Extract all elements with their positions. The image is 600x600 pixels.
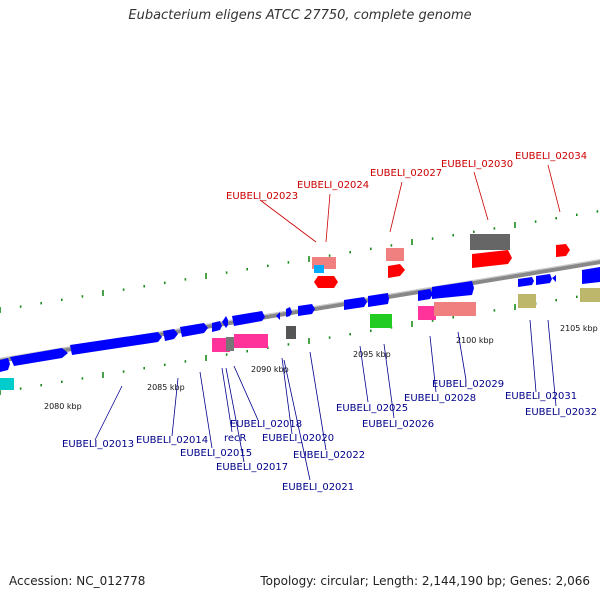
- gene-arrow: [70, 332, 162, 355]
- gene-label: EUBELI_02028: [404, 393, 476, 404]
- gene-label: EUBELI_02027: [370, 168, 442, 179]
- feature-salmon: [434, 302, 476, 316]
- gene-label: EUBELI_02013: [62, 439, 134, 450]
- gene-arrow: [212, 321, 222, 332]
- feature-khaki: [580, 288, 600, 302]
- feature-cyan: [314, 265, 324, 273]
- kbp-label: 2080 kbp: [44, 402, 82, 411]
- gene-label: EUBELI_02032: [525, 407, 597, 418]
- gene-label: EUBELI_02025: [336, 403, 408, 414]
- feature-grey: [226, 337, 234, 351]
- gene-arrow: [536, 274, 552, 285]
- upper-tick-row: [0, 210, 599, 313]
- gene-label: EUBELI_02029: [432, 379, 504, 390]
- gene-label: recR: [224, 433, 247, 444]
- gene-label: EUBELI_02015: [180, 448, 252, 459]
- kbp-label: 2095 kbp: [353, 350, 391, 359]
- gene-arrow: [314, 276, 326, 288]
- feature-magenta: [234, 334, 268, 348]
- forward-gene-labels: EUBELI_02013 EUBELI_02014 EUBELI_02015 E…: [62, 379, 597, 493]
- topology-text: Topology: circular; Length: 2,144,190 bp…: [260, 574, 590, 588]
- gene-arrow: [472, 250, 512, 268]
- feature-cyan: [0, 378, 14, 390]
- feature-green: [370, 314, 392, 328]
- gene-label: EUBELI_02024: [297, 180, 369, 191]
- gene-label: EUBELI_02023: [226, 191, 298, 202]
- reverse-genes: [312, 234, 570, 288]
- kbp-label: 2100 kbp: [456, 336, 494, 345]
- gene-label: EUBELI_02014: [136, 435, 208, 446]
- kbp-label: 2085 kbp: [147, 383, 185, 392]
- gene-label: EUBELI_02034: [515, 151, 587, 162]
- feature-grey: [470, 234, 510, 250]
- gene-arrow: [326, 276, 338, 288]
- gene-label: EUBELI_02022: [293, 450, 365, 461]
- gene-arrow: [582, 267, 600, 284]
- gene-arrow: [518, 277, 534, 287]
- reverse-leader-lines: [259, 164, 561, 243]
- gene-label: EUBELI_02031: [505, 391, 577, 402]
- gene-arrow: [556, 244, 570, 257]
- gene-label: EUBELI_02026: [362, 419, 434, 430]
- feature-magenta: [212, 338, 230, 352]
- kbp-labels: 2080 kbp 2085 kbp 2090 kbp 2095 kbp 2100…: [44, 324, 598, 411]
- feature-magenta: [418, 306, 436, 320]
- gene-arrow: [163, 329, 178, 341]
- gene-label: EUBELI_02018: [230, 419, 302, 430]
- forward-leader-lines: [94, 319, 557, 481]
- gene-arrow: [388, 264, 405, 278]
- kbp-label: 2105 kbp: [560, 324, 598, 333]
- gene-arrow: [298, 304, 315, 316]
- gene-arrow: [552, 275, 556, 282]
- kbp-label: 2090 kbp: [251, 365, 289, 374]
- gene-arrow: [0, 358, 10, 372]
- forward-genes: [0, 267, 600, 390]
- gene-arrow: [418, 289, 433, 301]
- gene-arrow: [222, 316, 228, 328]
- gene-label: EUBELI_02020: [262, 433, 334, 444]
- gene-label: EUBELI_02017: [216, 462, 288, 473]
- gene-arrow: [432, 281, 474, 299]
- feature-grey: [286, 326, 296, 339]
- gene-arrow: [286, 307, 292, 317]
- gene-arrow: [10, 348, 68, 366]
- feature-khaki: [518, 294, 536, 308]
- gene-arrow: [344, 297, 367, 310]
- gene-arrow: [368, 293, 389, 307]
- gene-arrow: [180, 323, 208, 337]
- map-title: Eubacterium eligens ATCC 27750, complete…: [128, 8, 472, 23]
- gene-arrow: [232, 311, 265, 326]
- reverse-gene-labels: EUBELI_02023 EUBELI_02024 EUBELI_02027 E…: [226, 151, 587, 202]
- gene-arrow: [276, 312, 280, 320]
- gene-label: EUBELI_02021: [282, 482, 354, 493]
- accession-text: Accession: NC_012778: [9, 574, 146, 588]
- feature-salmon: [386, 248, 404, 261]
- gene-label: EUBELI_02030: [441, 159, 513, 170]
